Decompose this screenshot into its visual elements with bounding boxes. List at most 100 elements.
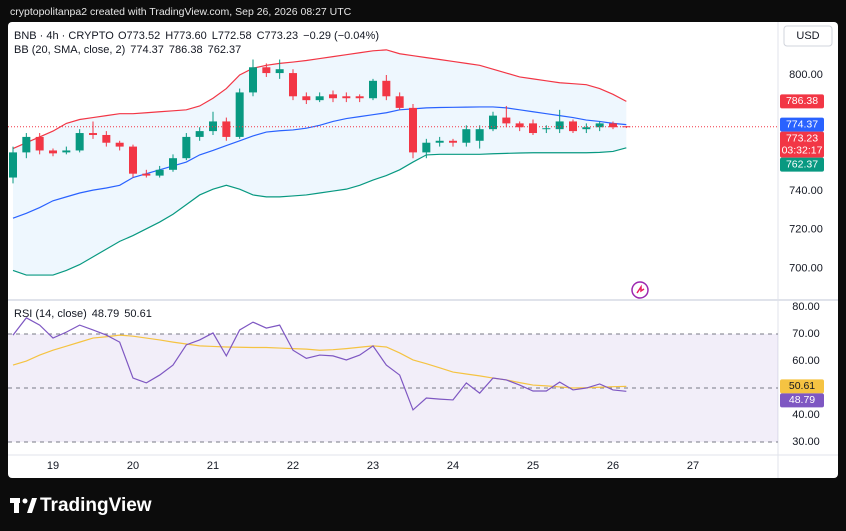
candle-body	[555, 121, 564, 130]
candle-body	[449, 140, 457, 143]
candle-body	[169, 158, 177, 170]
currency: USD	[796, 30, 819, 42]
x-tick-label: 26	[607, 460, 619, 472]
y-tick-label: 800.00	[789, 69, 823, 81]
candle-body	[235, 92, 244, 137]
candle-body	[342, 96, 351, 99]
candle-body	[329, 94, 337, 99]
band-line	[12, 49, 627, 150]
rsi-line	[12, 334, 627, 389]
ohlc-legend: −0.29 (−0.04%)	[303, 30, 379, 42]
indicator-value: 48.79	[92, 308, 120, 320]
price-label-bg	[780, 379, 824, 394]
candle-body	[529, 123, 537, 134]
ohlc-legend: H773.60	[165, 30, 207, 42]
credit: cryptopolitanpa2 created with TradingVie…	[10, 6, 352, 18]
candle-body	[275, 69, 284, 74]
candle-body	[435, 140, 444, 143]
band-line	[12, 106, 627, 219]
candle-body	[209, 121, 217, 132]
ohlc-legend: L772.58	[212, 30, 252, 42]
candle-body	[289, 73, 297, 97]
price-label: 48.79	[789, 394, 815, 406]
candle-body	[102, 134, 111, 143]
indicator-value: 50.61	[124, 308, 152, 320]
x-tick-label: 27	[687, 460, 699, 472]
candle-body	[355, 96, 364, 99]
candle-body	[489, 115, 497, 130]
currency-box[interactable]	[783, 25, 833, 47]
candle-body	[395, 96, 404, 108]
price-label: 786.38	[786, 95, 818, 107]
band-line	[12, 147, 627, 276]
candle-body	[195, 131, 204, 137]
candle-body	[49, 150, 57, 154]
brand: TradingView	[40, 495, 152, 516]
logo	[10, 498, 37, 513]
candle-body	[542, 128, 551, 130]
indicator-value: 774.37	[130, 44, 164, 56]
candle-body	[9, 152, 17, 178]
y-tick-label: 60.00	[792, 355, 820, 367]
ohlc-legend: O773.52	[118, 30, 160, 42]
candle-body	[369, 80, 377, 99]
rsi-line	[12, 317, 627, 411]
x-tick-label: 24	[447, 460, 459, 472]
x-tick-label: 19	[47, 460, 59, 472]
candle-body	[315, 96, 324, 101]
candle-body	[569, 121, 577, 132]
x-tick-label: 22	[287, 460, 299, 472]
candle-body	[155, 169, 164, 176]
candle-body	[262, 67, 271, 74]
candle-body	[595, 123, 604, 128]
x-tick-label: 25	[527, 460, 539, 472]
candle-body	[475, 129, 484, 141]
candle-body	[142, 173, 151, 176]
candle-body	[462, 129, 471, 143]
band-fill	[13, 49, 627, 276]
x-tick-label: 20	[127, 460, 139, 472]
candle-body	[409, 107, 417, 153]
price-label: 762.37	[786, 158, 818, 170]
price-label-bg	[780, 157, 824, 172]
candle-body	[115, 142, 124, 147]
candle-body	[502, 117, 511, 124]
candle-body	[182, 136, 191, 159]
candle-body	[609, 123, 617, 128]
candle-body	[129, 146, 137, 174]
y-tick-label: 80.00	[792, 301, 820, 313]
chart-panel	[8, 22, 838, 478]
x-tick-label: 21	[207, 460, 219, 472]
price-label: 773.23	[786, 132, 818, 144]
y-tick-label: 40.00	[792, 409, 820, 421]
y-tick-label: 30.00	[792, 436, 820, 448]
indicator-value: 786.38	[169, 44, 203, 56]
candle-body	[382, 80, 391, 97]
y-tick-label: 700.00	[789, 262, 823, 274]
y-tick-label: 70.00	[792, 328, 820, 340]
indicator-value: 762.37	[208, 44, 242, 56]
candle-body	[222, 121, 231, 137]
candle-body	[75, 133, 84, 151]
candle-body	[422, 142, 431, 153]
price-label-bg	[780, 94, 824, 109]
x-tick-label: 23	[367, 460, 379, 472]
countdown: 03:32:17	[782, 144, 823, 156]
price-label: 774.37	[786, 118, 818, 130]
y-tick-label: 740.00	[789, 185, 823, 197]
price-label-bg	[780, 393, 824, 408]
price-label-bg	[780, 117, 824, 132]
candle-body	[22, 136, 31, 153]
symbol-title: BNB · 4h · CRYPTO	[14, 30, 114, 42]
candle-body	[89, 133, 97, 135]
assistant-icon[interactable]	[631, 281, 649, 299]
candle-body	[35, 136, 44, 151]
indicator-title: BB (20, SMA, close, 2)	[14, 44, 125, 56]
candle-body	[62, 150, 71, 153]
y-tick-label: 720.00	[789, 224, 823, 236]
candle-body	[302, 96, 311, 101]
candle-body	[582, 127, 591, 130]
candle-body	[515, 123, 524, 128]
price-label-bg	[780, 131, 824, 158]
